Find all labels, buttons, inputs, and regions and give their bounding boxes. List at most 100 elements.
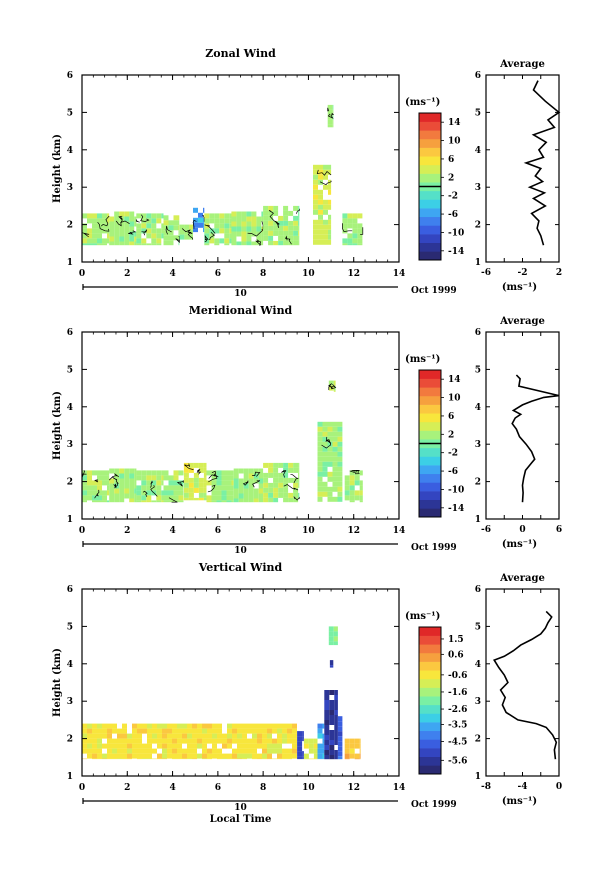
heat-cell (82, 728, 87, 734)
heat-cell (221, 485, 227, 491)
heat-cell (273, 467, 279, 473)
heat-cell (202, 758, 207, 760)
heat-cell (87, 495, 92, 501)
profile-x-tick-label: 0 (556, 782, 562, 792)
heat-cell (324, 730, 330, 735)
heat-cell (141, 475, 147, 481)
heat-cell (112, 723, 117, 729)
heat-cell (334, 720, 338, 725)
profile-y-tick-label: 4 (475, 660, 481, 670)
heat-cell (268, 492, 274, 498)
heat-cell (227, 728, 232, 734)
heat-cell (102, 470, 107, 476)
heat-cell (163, 225, 169, 231)
heat-cell (147, 738, 152, 744)
heat-cell (124, 236, 130, 242)
heat-cell (216, 470, 222, 476)
heat-cell (184, 229, 190, 235)
heat-cell (92, 758, 97, 760)
heat-cell (238, 483, 244, 489)
heat-cell (97, 723, 102, 729)
heat-cell (282, 758, 287, 760)
profile-y-tick-label: 5 (475, 108, 481, 118)
heat-cell (87, 480, 92, 486)
heat-cell (178, 500, 184, 503)
heat-cell (127, 748, 132, 754)
x-tick-label: 8 (260, 783, 266, 793)
heat-cell (136, 470, 142, 476)
heat-cell (313, 199, 318, 205)
heat-cell (278, 477, 284, 483)
heat-cell (231, 236, 237, 242)
heat-cell (324, 710, 330, 715)
heat-cell (87, 733, 92, 739)
heat-cell (298, 230, 300, 236)
heat-cell (238, 488, 244, 494)
heat-cell (252, 738, 257, 744)
heat-cell (283, 472, 289, 478)
heat-cell (241, 221, 247, 227)
heat-cell (97, 470, 102, 476)
x-tick-label: 0 (79, 526, 85, 536)
heat-cell (329, 745, 335, 750)
heat-cell (137, 758, 142, 760)
heat-cell (287, 728, 292, 734)
heat-cell (317, 758, 323, 760)
x-tick-label: 2 (124, 269, 130, 279)
heat-cell (226, 485, 232, 491)
heat-cell (142, 748, 147, 754)
contour-line (150, 485, 158, 497)
heat-cell (318, 229, 323, 235)
heat-cell (333, 641, 338, 646)
heat-cell (203, 497, 207, 501)
y-tick-label: 4 (67, 660, 73, 670)
heat-cell (313, 229, 318, 235)
heat-cell (229, 223, 232, 229)
contour-line (135, 219, 140, 223)
colorbar-tick-label: -14 (448, 504, 464, 514)
contour-line (247, 228, 264, 237)
heat-cell (347, 218, 353, 224)
heat-cell (109, 231, 115, 237)
heat-cell (313, 189, 318, 195)
contour-line (208, 473, 219, 479)
heat-cell (323, 199, 328, 205)
heat-cell (202, 748, 207, 754)
heat-cell (134, 216, 137, 222)
heat-cell (327, 431, 333, 437)
heat-cell (288, 210, 294, 216)
heat-cell (246, 231, 252, 237)
heat-cell (178, 485, 184, 491)
heat-cell (242, 738, 247, 744)
heat-cell (87, 228, 92, 234)
x-tick-label: 14 (393, 269, 406, 279)
heat-cell (97, 243, 102, 246)
heat-cell (173, 475, 179, 481)
heat-cell (317, 496, 323, 502)
heat-cell (216, 480, 222, 486)
heat-cell (322, 753, 325, 759)
heat-cell (359, 485, 363, 491)
heat-cell (332, 451, 338, 457)
heat-cell (308, 758, 314, 760)
panel-title: Vertical Wind (198, 561, 283, 574)
heat-cell (262, 758, 267, 760)
heat-cell (109, 221, 115, 227)
heat-cell (112, 753, 117, 759)
heat-cell (119, 221, 125, 227)
heat-cell (247, 728, 252, 734)
heat-cell (332, 114, 334, 120)
colorbar-segment (419, 208, 441, 218)
heat-cell (297, 746, 303, 752)
profile-y-tick-label: 6 (475, 328, 481, 338)
heat-cell (232, 738, 237, 744)
heat-cell (92, 218, 97, 224)
heat-cell (97, 238, 102, 244)
heat-cell (202, 738, 207, 744)
heat-cell (354, 495, 360, 501)
heat-cell (162, 748, 167, 754)
heat-cell (297, 741, 303, 747)
colorbar-tick-label: -10 (448, 485, 464, 495)
heat-cell (236, 226, 242, 232)
heat-cell (317, 728, 323, 734)
